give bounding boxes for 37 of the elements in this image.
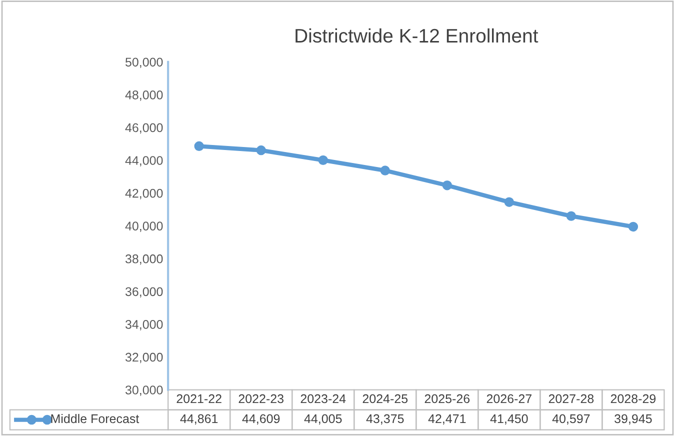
x-tick-label: 2027-28 (548, 394, 594, 404)
y-tick-label: 36,000 (125, 287, 163, 298)
x-tick-label: 2026-27 (486, 394, 532, 404)
y-tick-label: 32,000 (125, 352, 163, 364)
point (380, 166, 390, 176)
data-label: 44,861 (180, 414, 218, 425)
y-tick-label: 50,000 (125, 58, 163, 68)
data-label: 42,471 (428, 414, 466, 425)
y-tick-label: 34,000 (125, 320, 163, 330)
x-tick-label: 2021-22 (176, 394, 222, 404)
chart-title: Districtwide K-12 Enrollment (296, 28, 538, 43)
data-label: 44,005 (304, 414, 342, 425)
point (566, 211, 576, 221)
point (628, 222, 638, 232)
x-tick-label: 2028-29 (610, 394, 656, 404)
data-label: 44,609 (242, 414, 280, 425)
point (194, 141, 204, 152)
data-label: 41,450 (490, 414, 528, 425)
x-tick-label: 2023-24 (300, 394, 346, 404)
point (504, 197, 514, 207)
y-tick-label: 48,000 (125, 90, 163, 101)
x-tick-label: 2025-26 (424, 394, 470, 404)
data-label: 40,597 (552, 414, 590, 425)
y-tick-label: 30,000 (125, 386, 163, 396)
x-tick-label: 2022-23 (238, 394, 284, 404)
x-tick-label: 2024-25 (362, 394, 408, 404)
y-tick-label: 38,000 (125, 254, 163, 265)
point (256, 145, 266, 156)
legend-label: Middle Forecast (51, 414, 140, 424)
y-tick-label: 42,000 (125, 188, 163, 200)
data-label: 39,945 (614, 414, 652, 425)
point (318, 155, 328, 166)
y-tick-label: 40,000 (125, 222, 163, 232)
y-tick-label: 44,000 (125, 156, 163, 166)
data-label: 43,375 (366, 414, 404, 425)
y-tick-label: 46,000 (125, 123, 163, 134)
point (442, 180, 452, 190)
